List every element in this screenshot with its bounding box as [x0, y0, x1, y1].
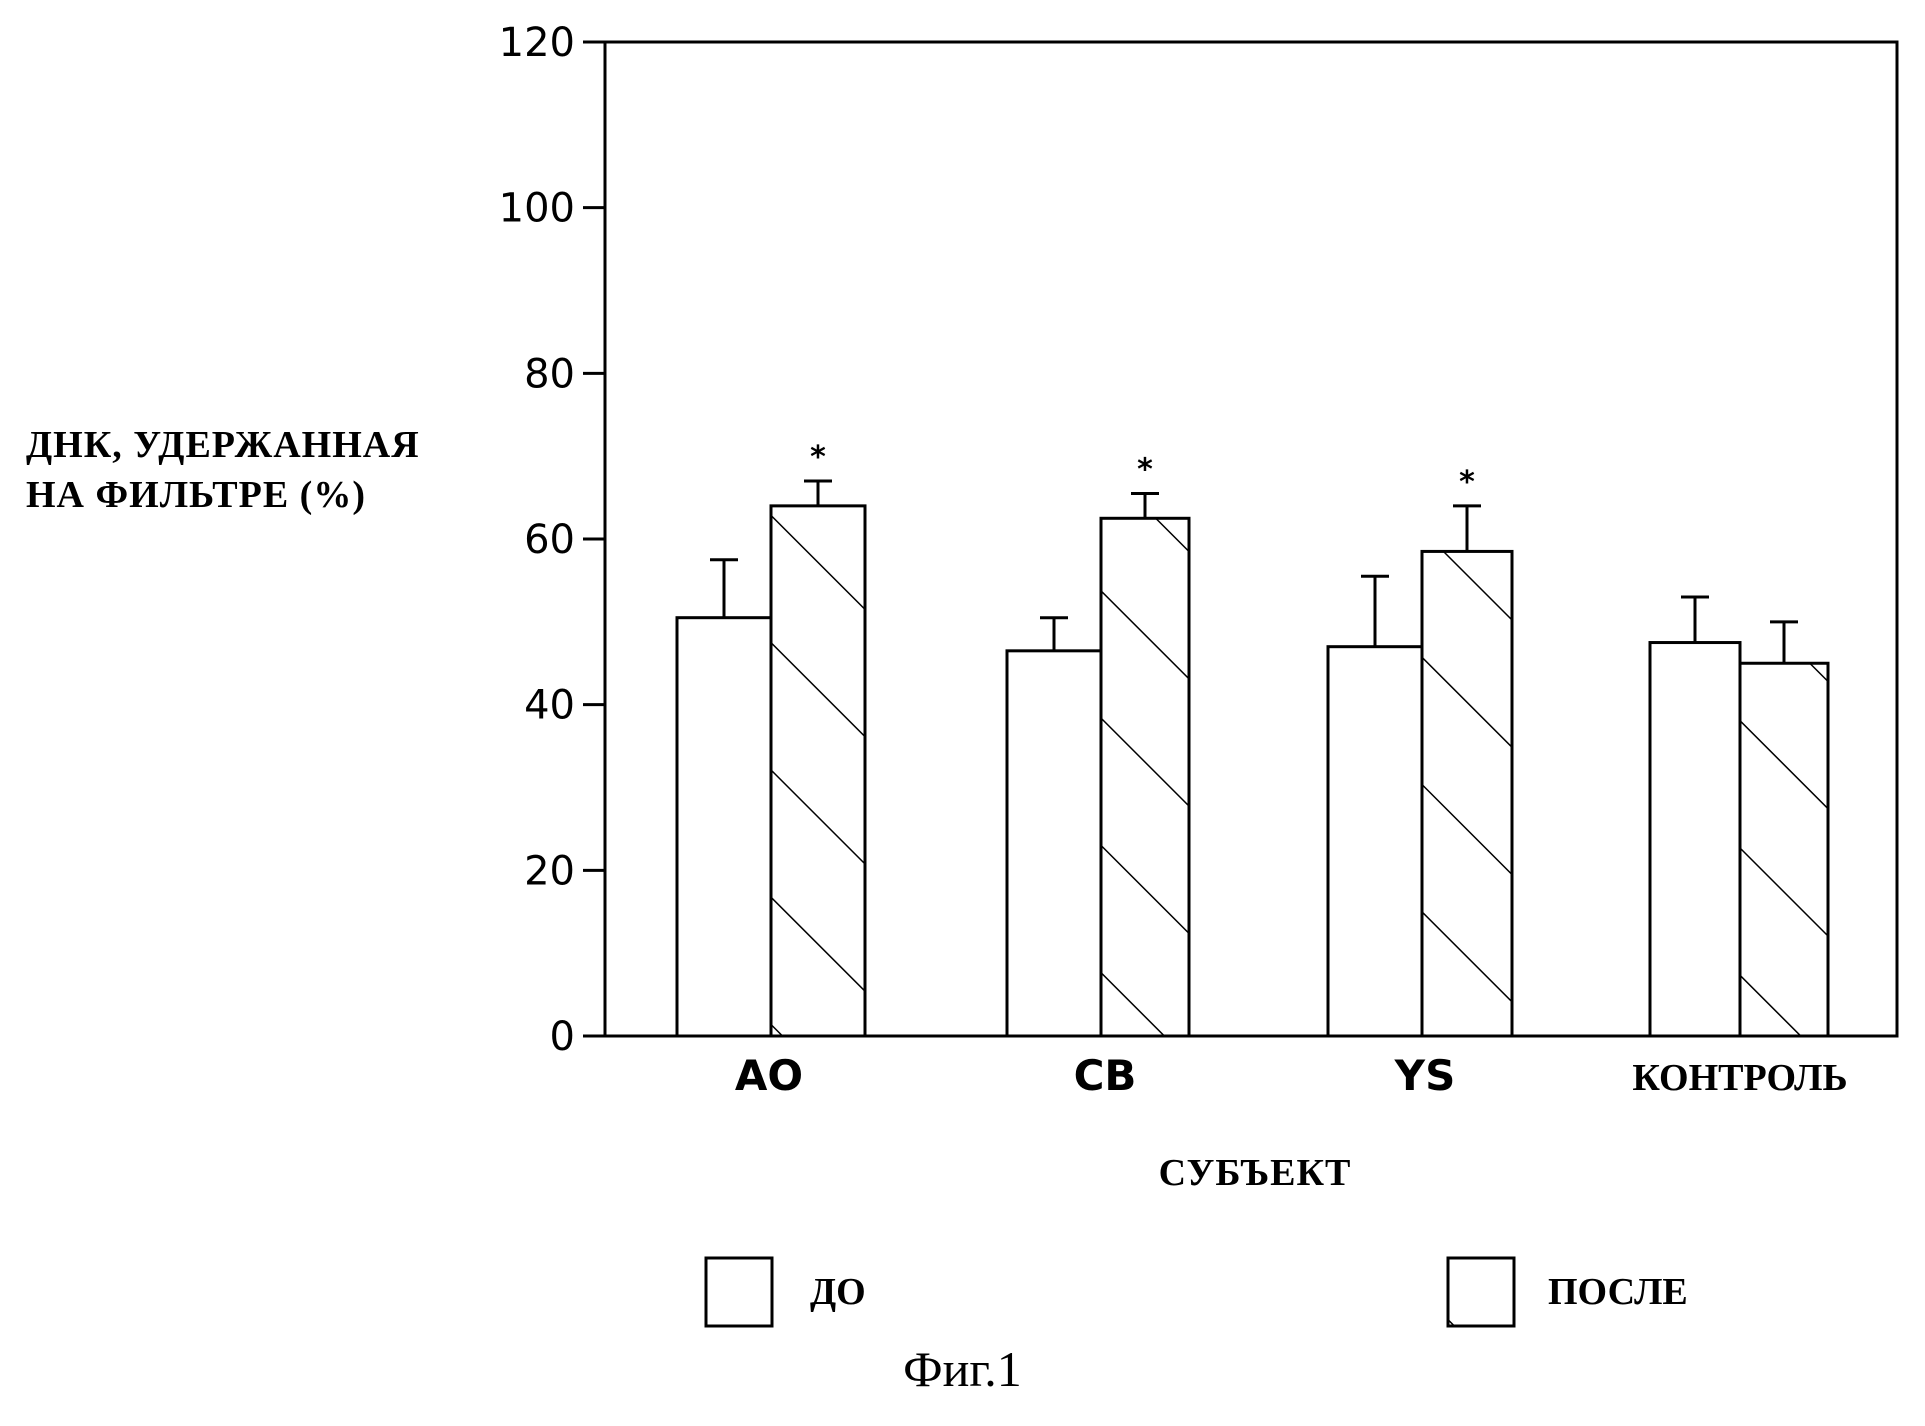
bar: [1007, 651, 1101, 1036]
significance-marker: *: [1137, 452, 1153, 487]
bar: [1328, 647, 1422, 1036]
y-tick-label: 120: [499, 20, 575, 66]
legend-label: ПОСЛЕ: [1548, 1271, 1688, 1313]
bar: [1422, 551, 1512, 1036]
bar: [771, 506, 865, 1036]
y-axis-label-line-2: НА ФИЛЬТРЕ (%): [26, 470, 420, 520]
y-axis-label-line-1: ДНК, УДЕРЖАННАЯ: [26, 420, 420, 470]
y-tick-label: 20: [524, 848, 575, 894]
bar: [677, 618, 771, 1036]
y-axis-label: ДНК, УДЕРЖАННАЯ НА ФИЛЬТРЕ (%): [26, 420, 420, 520]
legend-swatch: [1448, 1258, 1514, 1326]
x-category-label: AO: [735, 1051, 803, 1100]
x-category-label: КОНТРОЛЬ: [1632, 1057, 1847, 1099]
y-tick-label: 60: [524, 517, 575, 563]
legend-swatch: [706, 1258, 772, 1326]
legend-label: ДО: [810, 1271, 866, 1313]
significance-marker: *: [810, 440, 826, 475]
x-category-label: CB: [1074, 1051, 1137, 1100]
x-axis-label: СУБЪЕКТ: [1159, 1152, 1352, 1194]
y-tick-label: 100: [499, 186, 575, 232]
y-tick-label: 40: [524, 683, 575, 729]
x-category-label: YS: [1394, 1051, 1456, 1100]
bar: [1101, 518, 1189, 1036]
y-tick-label: 0: [550, 1014, 575, 1060]
significance-marker: *: [1459, 465, 1475, 500]
bar: [1740, 663, 1828, 1036]
bar: [1650, 643, 1740, 1036]
y-tick-label: 80: [524, 351, 575, 397]
figure-caption: Фиг.1: [0, 1340, 1925, 1398]
